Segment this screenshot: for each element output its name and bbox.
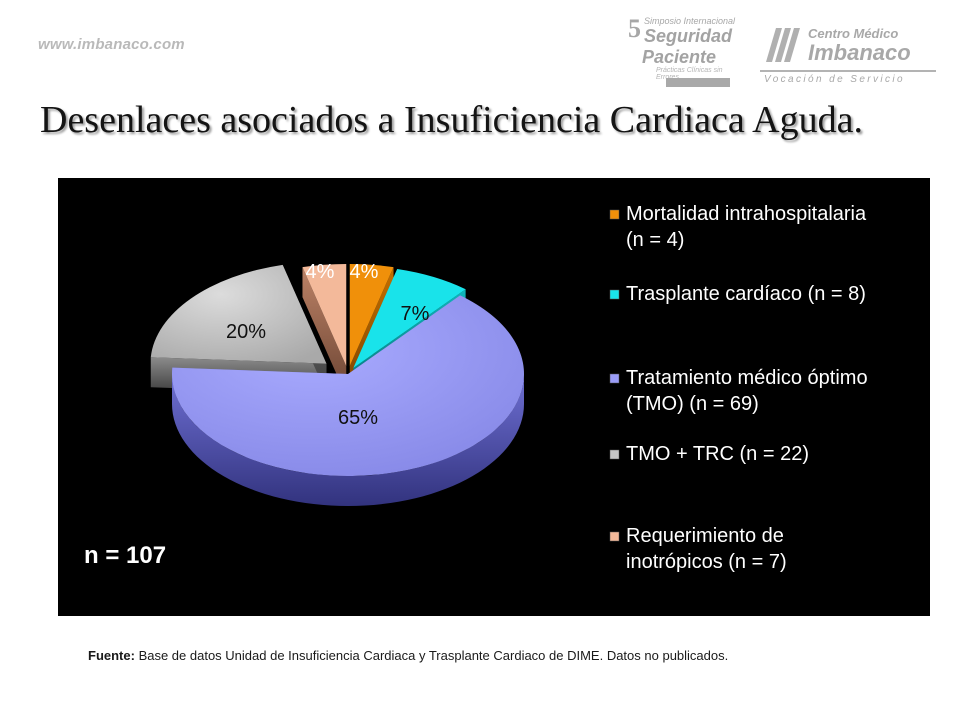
legend-label-1: Trasplante cardíaco (n = 8) — [626, 283, 866, 305]
symposium-superscript: Simposio Internacional — [644, 16, 735, 26]
legend-item-3: TMO + TRC (n = 22) — [610, 443, 809, 465]
pie-label-2: 65% — [338, 407, 378, 429]
legend-swatch-3 — [610, 450, 619, 459]
sample-size-label: n = 107 — [84, 542, 166, 569]
legend-label-4-line2: inotrópicos (n = 7) — [626, 551, 787, 573]
legend-swatch-0 — [610, 210, 619, 219]
legend-swatch-2 — [610, 374, 619, 383]
imbanaco-line2: Imbanaco — [808, 40, 911, 66]
pie-layer — [151, 264, 524, 506]
legend-label-0: Mortalidad intrahospitalaria — [626, 203, 867, 225]
imbanaco-line1: Centro Médico — [808, 26, 898, 41]
legend-item-0: Mortalidad intrahospitalaria (n = 4) — [610, 203, 867, 251]
pie-slice-top-3 — [151, 265, 327, 364]
imbanaco-rule — [760, 70, 936, 72]
pie-label-4: 4% — [306, 261, 335, 283]
symposium-date-bar — [666, 78, 730, 87]
legend-label-2: Tratamiento médico óptimo — [626, 367, 868, 389]
symposium-word-paciente: Paciente — [642, 47, 716, 68]
legend-label-4: Requerimiento de — [626, 525, 784, 547]
symposium-number: 5 — [628, 14, 641, 44]
chart-panel: 4% 7% 65% 20% 4% Mortalidad intrahospitalari… — [58, 178, 930, 616]
slide-title: Desenlaces asociados a Insuficiencia Car… — [40, 98, 863, 142]
legend-item-1: Trasplante cardíaco (n = 8) — [610, 283, 866, 305]
imbanaco-mark-icon — [760, 22, 804, 66]
pie-chart: 4% 7% 65% 20% 4% Mortalidad intrahospitalari… — [58, 178, 930, 616]
chart-legend: Mortalidad intrahospitalaria (n = 4) Trasp… — [610, 203, 868, 573]
symposium-logo: 5 Simposio Internacional Seguridad Pacie… — [626, 14, 738, 98]
legend-item-2: Tratamiento médico óptimo (TMO) (n = 69) — [610, 367, 868, 415]
legend-item-4: Requerimiento de inotrópicos (n = 7) — [610, 525, 787, 573]
pie-label-3: 20% — [226, 321, 266, 343]
source-note: Fuente: Base de datos Unidad de Insufici… — [88, 648, 728, 663]
legend-label-0-line2: (n = 4) — [626, 229, 684, 251]
symposium-word-seguridad: Seguridad — [644, 26, 732, 47]
site-url[interactable]: www.imbanaco.com — [38, 36, 185, 53]
legend-label-2-line2: (TMO) (n = 69) — [626, 393, 759, 415]
imbanaco-logo: Centro Médico Imbanaco Vocación de Servi… — [758, 18, 938, 90]
source-label: Fuente: — [88, 648, 135, 663]
legend-swatch-1 — [610, 290, 619, 299]
imbanaco-tagline: Vocación de Servicio — [764, 74, 905, 85]
legend-label-3: TMO + TRC (n = 22) — [626, 443, 809, 465]
legend-swatch-4 — [610, 532, 619, 541]
pie-label-0: 4% — [350, 261, 379, 283]
pie-label-1: 7% — [401, 303, 430, 325]
source-text: Base de datos Unidad de Insuficiencia Ca… — [135, 648, 728, 663]
